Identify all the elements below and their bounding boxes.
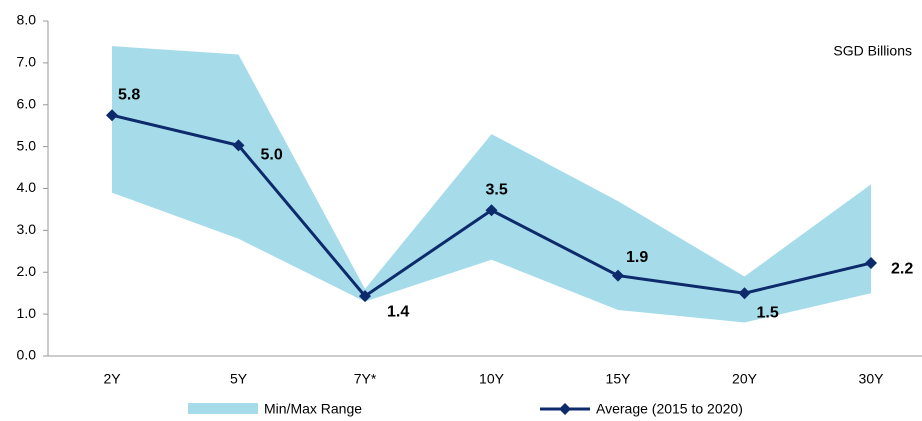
x-tick-label: 5Y [230,371,248,387]
average-marker [738,287,751,300]
value-label: 5.8 [118,86,140,103]
y-tick-label: 2.0 [17,263,37,279]
unit-annotation: SGD Billions [833,43,912,59]
y-tick-label: 0.0 [17,347,37,363]
x-tick-label: 15Y [606,371,632,387]
x-tick-label: 30Y [859,371,885,387]
average-marker [865,257,877,270]
legend-swatch [188,403,258,414]
x-tick-label: 10Y [479,371,505,387]
value-label: 1.4 [387,303,409,320]
average-marker [485,204,498,217]
legend-label: Min/Max Range [264,401,362,417]
y-tick-label: 5.0 [17,137,37,153]
y-tick-label: 1.0 [17,305,37,321]
legend-label: Average (2015 to 2020) [596,401,743,417]
value-label: 5.0 [261,147,283,164]
y-tick-label: 7.0 [17,54,37,70]
average-marker [232,139,245,152]
value-label: 1.5 [757,304,779,321]
value-label: 2.2 [891,260,913,277]
y-tick-label: 8.0 [17,12,37,28]
average-marker [106,109,118,122]
y-tick-label: 3.0 [17,221,37,237]
average-marker [612,269,624,282]
x-tick-label: 7Y* [354,371,377,387]
x-tick-label: 20Y [732,371,758,387]
y-tick-label: 6.0 [17,95,37,111]
legend-marker [559,403,571,415]
average-marker [359,290,371,303]
value-label: 3.5 [486,181,508,198]
value-label: 1.9 [626,249,648,266]
range-band [112,46,871,323]
y-tick-label: 4.0 [17,179,37,195]
x-tick-label: 2Y [103,371,121,387]
